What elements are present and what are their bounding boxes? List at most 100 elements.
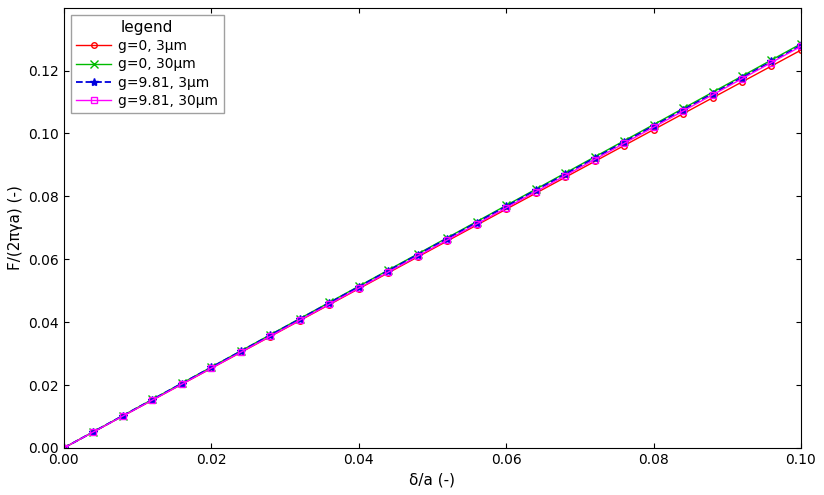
g=0, 3μm xyxy=(295,318,305,324)
g=9.81, 30μm xyxy=(590,156,600,162)
g=0, 3μm xyxy=(471,222,481,228)
g=0, 3μm xyxy=(88,429,98,435)
g=9.81, 30μm xyxy=(678,108,688,114)
g=9.81, 30μm xyxy=(442,237,452,243)
Line: g=9.81, 3μm: g=9.81, 3μm xyxy=(59,41,805,452)
g=0, 3μm xyxy=(766,63,776,69)
g=0, 30μm xyxy=(737,73,747,79)
g=0, 3μm xyxy=(678,111,688,117)
g=0, 3μm xyxy=(619,143,629,148)
g=0, 3μm xyxy=(796,47,806,53)
g=9.81, 3μm xyxy=(413,252,423,258)
g=0, 30μm xyxy=(325,299,335,305)
g=9.81, 30μm xyxy=(471,221,481,227)
g=9.81, 30μm xyxy=(118,413,128,419)
g=9.81, 3μm xyxy=(737,75,747,81)
g=9.81, 3μm xyxy=(471,220,481,226)
g=9.81, 30μm xyxy=(766,59,776,65)
g=0, 3μm xyxy=(147,397,157,403)
g=0, 30μm xyxy=(265,332,275,338)
g=9.81, 3μm xyxy=(590,155,600,161)
g=9.81, 3μm xyxy=(796,43,806,49)
g=0, 3μm xyxy=(59,445,68,451)
g=0, 3μm xyxy=(737,79,747,85)
g=9.81, 3μm xyxy=(560,171,570,177)
g=0, 3μm xyxy=(590,158,600,164)
g=0, 30μm xyxy=(471,219,481,225)
g=9.81, 30μm xyxy=(501,205,511,211)
g=0, 3μm xyxy=(353,286,363,292)
g=0, 30μm xyxy=(236,348,246,354)
Legend: g=0, 3μm, g=0, 30μm, g=9.81, 3μm, g=9.81, 30μm: g=0, 3μm, g=0, 30μm, g=9.81, 3μm, g=9.81… xyxy=(71,14,223,113)
Line: g=0, 30μm: g=0, 30μm xyxy=(59,40,805,452)
Line: g=9.81, 30μm: g=9.81, 30μm xyxy=(61,44,803,451)
g=9.81, 3μm xyxy=(708,91,718,97)
g=0, 3μm xyxy=(265,334,275,340)
g=9.81, 30μm xyxy=(383,269,393,275)
g=0, 30μm xyxy=(206,364,216,370)
g=9.81, 3μm xyxy=(88,429,98,435)
g=0, 30μm xyxy=(531,186,541,192)
g=9.81, 3μm xyxy=(383,268,393,274)
g=9.81, 30μm xyxy=(560,173,570,179)
g=9.81, 3μm xyxy=(295,316,305,322)
g=9.81, 3μm xyxy=(531,187,541,193)
g=0, 30μm xyxy=(118,413,128,419)
g=9.81, 3μm xyxy=(678,107,688,113)
g=0, 30μm xyxy=(708,89,718,95)
g=0, 3μm xyxy=(325,302,335,308)
g=0, 3μm xyxy=(236,349,246,355)
g=0, 30μm xyxy=(590,154,600,160)
g=9.81, 30μm xyxy=(206,365,216,371)
g=9.81, 30μm xyxy=(796,44,806,50)
g=9.81, 30μm xyxy=(648,124,658,130)
g=0, 3μm xyxy=(177,381,187,387)
g=9.81, 3μm xyxy=(118,413,128,419)
g=0, 3μm xyxy=(206,365,216,371)
g=0, 30μm xyxy=(619,138,629,144)
g=0, 30μm xyxy=(177,380,187,386)
g=9.81, 3μm xyxy=(353,284,363,290)
g=0, 30μm xyxy=(383,267,393,273)
g=9.81, 30μm xyxy=(59,445,68,451)
g=0, 3μm xyxy=(442,238,452,244)
g=9.81, 30μm xyxy=(236,349,246,355)
g=9.81, 3μm xyxy=(177,381,187,387)
g=9.81, 3μm xyxy=(206,364,216,370)
g=0, 30μm xyxy=(413,251,423,257)
g=9.81, 30μm xyxy=(708,92,718,98)
g=0, 3μm xyxy=(531,191,541,197)
g=9.81, 30μm xyxy=(147,397,157,403)
g=0, 30μm xyxy=(501,202,511,208)
g=0, 3μm xyxy=(708,95,718,101)
g=0, 3μm xyxy=(648,127,658,133)
X-axis label: δ/a (-): δ/a (-) xyxy=(410,472,456,488)
g=0, 30μm xyxy=(88,429,98,435)
g=9.81, 30μm xyxy=(531,189,541,195)
g=9.81, 3μm xyxy=(147,396,157,402)
g=0, 3μm xyxy=(413,254,423,260)
g=0, 30μm xyxy=(648,122,658,128)
g=0, 30μm xyxy=(678,105,688,111)
g=0, 30μm xyxy=(353,283,363,289)
g=9.81, 3μm xyxy=(325,300,335,306)
g=9.81, 30μm xyxy=(413,253,423,259)
g=0, 30μm xyxy=(766,57,776,63)
g=0, 3μm xyxy=(560,174,570,180)
g=9.81, 3μm xyxy=(265,332,275,338)
g=0, 3μm xyxy=(118,413,128,419)
g=9.81, 30μm xyxy=(737,76,747,82)
g=0, 30μm xyxy=(59,445,68,451)
g=9.81, 30μm xyxy=(88,429,98,435)
g=9.81, 30μm xyxy=(265,333,275,339)
g=0, 30μm xyxy=(560,170,570,176)
g=9.81, 3μm xyxy=(236,348,246,354)
g=9.81, 30μm xyxy=(619,141,629,147)
g=9.81, 3μm xyxy=(648,123,658,129)
g=9.81, 30μm xyxy=(295,317,305,323)
g=9.81, 30μm xyxy=(353,285,363,291)
g=9.81, 3μm xyxy=(442,236,452,242)
g=0, 3μm xyxy=(383,270,393,276)
g=0, 30μm xyxy=(295,316,305,322)
g=9.81, 3μm xyxy=(619,139,629,145)
